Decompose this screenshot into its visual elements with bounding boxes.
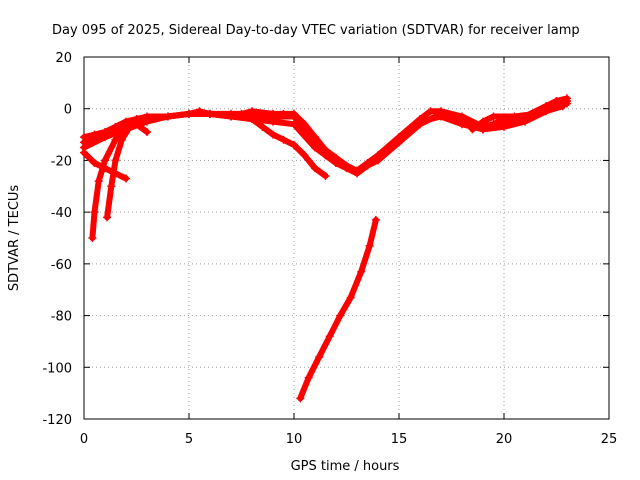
data-point (558, 102, 567, 111)
data-point (437, 109, 445, 118)
data-point (94, 177, 103, 186)
data-point (357, 267, 366, 276)
data-point (336, 311, 345, 320)
data-point (353, 166, 361, 175)
data-point (552, 96, 561, 105)
data-point (365, 241, 374, 250)
axis-ticks: 0 5 10 15 20 25 20 0 -20 -40 -60 -80 -100 -120 (42, 51, 617, 447)
data-point (279, 135, 288, 144)
data-point (426, 107, 435, 116)
x-tick-label: 5 (185, 432, 193, 447)
y-tick-label: -80 (51, 310, 72, 325)
data-point (479, 125, 487, 134)
data-point (304, 373, 313, 382)
data-point (164, 112, 172, 121)
x-tick-label: 0 (80, 432, 88, 447)
data-point (101, 133, 109, 142)
x-tick-label: 20 (496, 432, 513, 447)
chart-title: Day 095 of 2025, Sidereal Day-to-day VTE… (52, 23, 580, 38)
data-point (90, 208, 99, 217)
data-point (103, 213, 112, 222)
data-point (315, 352, 324, 361)
data-point (374, 156, 382, 165)
data-point (479, 117, 487, 126)
data-point (332, 159, 340, 168)
data-point (458, 117, 466, 126)
data-point (143, 127, 151, 136)
x-tick-label: 25 (601, 432, 618, 447)
y-tick-label: 0 (64, 103, 72, 118)
series-main-a (80, 96, 571, 175)
data-point (311, 164, 319, 173)
data-point (124, 125, 133, 134)
data-point (107, 182, 116, 191)
series-band (104, 118, 138, 221)
data-point (80, 148, 88, 157)
series-plunge (296, 215, 380, 403)
x-tick-label: 15 (391, 432, 408, 447)
data-point (101, 156, 109, 165)
y-tick-label: -120 (42, 413, 72, 428)
data-series (80, 94, 571, 403)
data-point (117, 135, 126, 144)
data-point (290, 140, 298, 149)
data-point (346, 293, 355, 302)
series-late-arc (468, 94, 571, 134)
series-early-dip-3 (103, 117, 139, 222)
series-arc-8-9 (237, 112, 330, 180)
series-band (297, 216, 379, 402)
series-main-b (80, 99, 571, 178)
y-tick-label: -60 (51, 258, 72, 273)
data-point (521, 117, 529, 126)
data-point (237, 112, 246, 121)
data-point (90, 159, 99, 168)
data-point (227, 112, 235, 121)
data-point (130, 117, 139, 126)
y-axis-label: SDTVAR / TECUs (7, 185, 22, 292)
data-point (531, 109, 540, 118)
data-point (88, 234, 97, 242)
y-tick-label: -100 (42, 361, 72, 376)
data-point (269, 117, 277, 126)
data-point (321, 171, 330, 180)
data-point (371, 215, 380, 224)
data-point (489, 112, 498, 121)
series-main-c (80, 102, 567, 175)
data-point (311, 143, 319, 152)
data-point (300, 151, 309, 160)
y-tick-label: -40 (51, 206, 72, 221)
data-point (111, 156, 120, 165)
data-point (290, 120, 298, 129)
data-point (122, 174, 130, 183)
data-point (416, 120, 424, 129)
plot-frame (83, 56, 610, 420)
data-point (248, 115, 256, 124)
data-point (500, 122, 508, 131)
x-axis-label: GPS time / hours (291, 459, 400, 474)
data-point (185, 109, 193, 118)
data-point (296, 394, 305, 403)
data-point (206, 109, 214, 118)
y-tick-label: -20 (51, 154, 72, 169)
data-point (468, 125, 477, 134)
data-point (258, 122, 267, 131)
data-point (325, 332, 334, 341)
data-point (290, 112, 298, 121)
data-point (269, 130, 277, 139)
data-point (510, 112, 519, 121)
data-point (143, 117, 151, 126)
y-tick-label: 20 (55, 51, 72, 66)
data-point (395, 138, 403, 147)
x-tick-label: 10 (286, 432, 303, 447)
data-point (563, 94, 571, 103)
